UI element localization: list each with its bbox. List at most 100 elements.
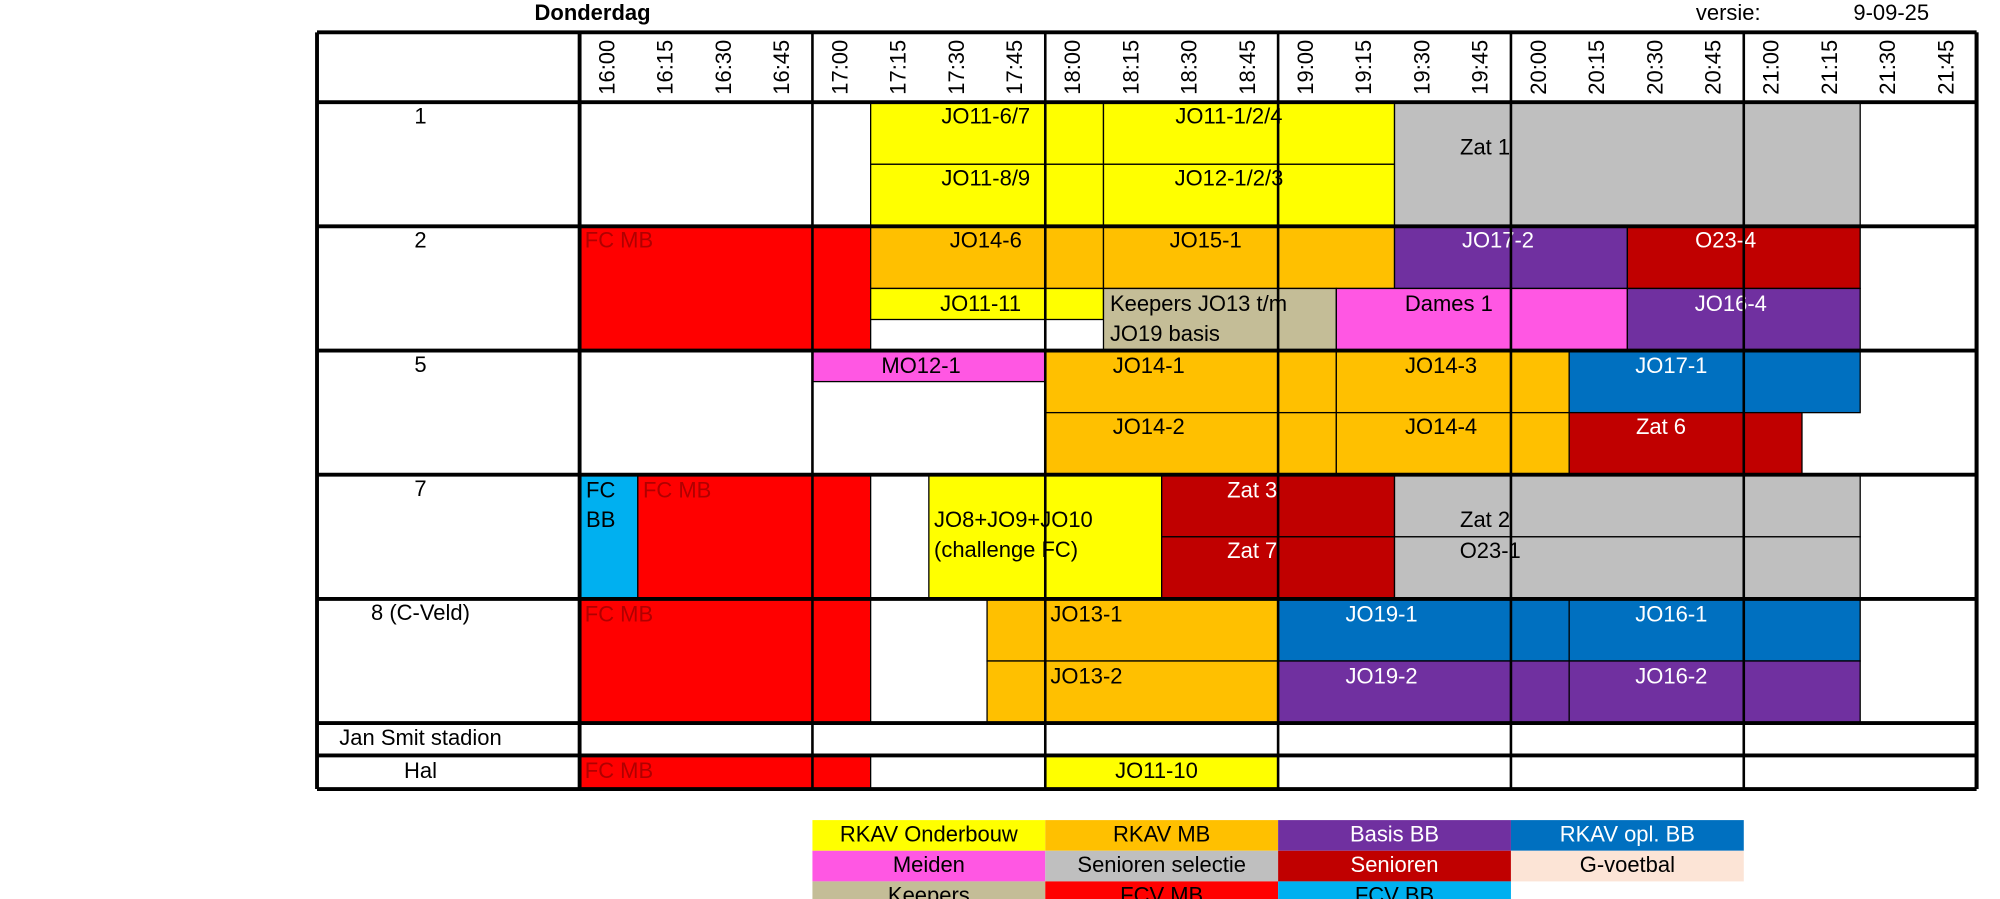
block-label: JO14-3 bbox=[1405, 353, 1477, 378]
time-label: 19:45 bbox=[1468, 40, 1493, 95]
legend-label: FCV MB bbox=[1120, 883, 1203, 899]
schedule-block bbox=[1568, 349, 1861, 414]
schedule-block bbox=[1102, 225, 1396, 290]
block-label: JO13-2 bbox=[1050, 664, 1122, 689]
schedule-block bbox=[1044, 754, 1279, 790]
block-label: JO14-6 bbox=[950, 228, 1022, 253]
legend-label: G-voetbal bbox=[1580, 852, 1675, 877]
block-label: JO14-2 bbox=[1113, 414, 1185, 439]
block-label: JO16-4 bbox=[1695, 291, 1767, 316]
block-label: JO16-1 bbox=[1635, 602, 1707, 627]
legend-label: RKAV Onderbouw bbox=[840, 821, 1018, 846]
block-label: FC MB bbox=[585, 228, 653, 253]
schedule-block bbox=[870, 101, 1105, 165]
version-label: versie: bbox=[1696, 0, 1761, 25]
legend-label: Keepers bbox=[888, 883, 970, 899]
schedule-block bbox=[1044, 411, 1337, 476]
block-label: JO11-8/9 bbox=[941, 166, 1030, 191]
block-label: Zat 7 bbox=[1227, 538, 1277, 563]
schedule-block bbox=[637, 474, 872, 600]
block-label: JO11-6/7 bbox=[941, 104, 1030, 129]
legend-swatch bbox=[1278, 850, 1511, 882]
block-label: FC bbox=[586, 477, 615, 502]
legend-swatch bbox=[1510, 820, 1744, 851]
schedule-block bbox=[578, 225, 872, 352]
time-label: 20:45 bbox=[1700, 40, 1725, 95]
schedule-block bbox=[870, 225, 1105, 290]
block-label: JO19-1 bbox=[1346, 602, 1418, 627]
schedule-block bbox=[870, 163, 1105, 228]
legend-label: Meiden bbox=[893, 852, 965, 877]
block-label: MO12-1 bbox=[881, 353, 960, 378]
legend-swatch bbox=[1278, 881, 1511, 899]
time-label: 17:30 bbox=[944, 40, 969, 95]
time-label: 18:30 bbox=[1177, 40, 1202, 95]
legend-swatch bbox=[1045, 881, 1279, 899]
legend-swatch bbox=[812, 850, 1046, 882]
block-label: JO19 basis bbox=[1110, 321, 1220, 346]
block-label: FC MB bbox=[585, 758, 653, 783]
schedule-block bbox=[1568, 411, 1803, 476]
legend-swatch bbox=[1278, 820, 1511, 851]
schedule-block bbox=[1277, 598, 1570, 662]
legend-label: FCV BB bbox=[1355, 883, 1434, 899]
schedule-block bbox=[1044, 349, 1337, 414]
field-label: 7 bbox=[414, 476, 426, 501]
block-label: FC MB bbox=[585, 602, 653, 627]
field-label: Hal bbox=[404, 758, 437, 783]
time-label: 16:00 bbox=[595, 40, 620, 95]
legend-swatch bbox=[1510, 850, 1744, 882]
block-label: JO12-1/2/3 bbox=[1175, 166, 1284, 191]
block-label: JO17-1 bbox=[1635, 353, 1707, 378]
block-label: Keepers JO13 t/m bbox=[1110, 291, 1287, 316]
time-label: 19:15 bbox=[1351, 40, 1376, 95]
block-label: JO17-2 bbox=[1462, 228, 1534, 253]
block-label: Dames 1 bbox=[1405, 291, 1493, 316]
schedule-block bbox=[1568, 598, 1861, 662]
block-label: JO19-2 bbox=[1346, 664, 1418, 689]
time-label: 16:15 bbox=[653, 40, 678, 95]
time-label: 21:45 bbox=[1933, 40, 1958, 95]
schedule-block bbox=[1277, 660, 1570, 724]
time-label: 20:00 bbox=[1526, 40, 1551, 95]
time-label: 18:00 bbox=[1060, 40, 1085, 95]
legend-swatch bbox=[1045, 850, 1279, 882]
time-label: 20:30 bbox=[1642, 40, 1667, 95]
time-label: 18:15 bbox=[1118, 40, 1143, 95]
time-label: 16:30 bbox=[711, 40, 736, 95]
block-label: JO11-10 bbox=[1115, 758, 1198, 783]
field-label: 5 bbox=[414, 352, 426, 377]
time-label: 19:30 bbox=[1409, 40, 1434, 95]
field-label: Jan Smit stadion bbox=[339, 725, 501, 750]
block-label: (challenge FC) bbox=[934, 537, 1078, 562]
schedule-block bbox=[986, 598, 1279, 662]
schedule-block bbox=[1102, 101, 1396, 165]
legend-swatch bbox=[812, 881, 1046, 899]
legend-label: Basis BB bbox=[1350, 821, 1439, 846]
time-label: 20:15 bbox=[1584, 40, 1609, 95]
schedule-block bbox=[1568, 660, 1861, 724]
block-label: Zat 1 bbox=[1460, 135, 1510, 160]
field-label: 8 (C-Veld) bbox=[371, 600, 470, 625]
block-label: JO11-11 bbox=[940, 291, 1021, 316]
schedule-block bbox=[1393, 101, 1861, 228]
legend-label: Senioren bbox=[1351, 852, 1439, 877]
version: 9-09-25 bbox=[1853, 0, 1929, 25]
block-label: FC MB bbox=[643, 477, 711, 502]
schedule-block bbox=[578, 598, 872, 724]
block-label: JO16-2 bbox=[1635, 664, 1707, 689]
time-label: 16:45 bbox=[769, 40, 794, 95]
field-label: 2 bbox=[414, 228, 426, 253]
block-label: Zat 2 bbox=[1460, 507, 1510, 532]
time-label: 17:00 bbox=[827, 40, 852, 95]
time-label: 17:15 bbox=[886, 40, 911, 95]
time-label: 21:15 bbox=[1817, 40, 1842, 95]
legend-label: RKAV opl. BB bbox=[1560, 821, 1695, 846]
time-label: 21:30 bbox=[1875, 40, 1900, 95]
block-label: JO15-1 bbox=[1170, 228, 1242, 253]
legend-label: RKAV MB bbox=[1113, 821, 1210, 846]
block-label: BB bbox=[586, 507, 615, 532]
day-title: Donderdag bbox=[535, 0, 651, 25]
